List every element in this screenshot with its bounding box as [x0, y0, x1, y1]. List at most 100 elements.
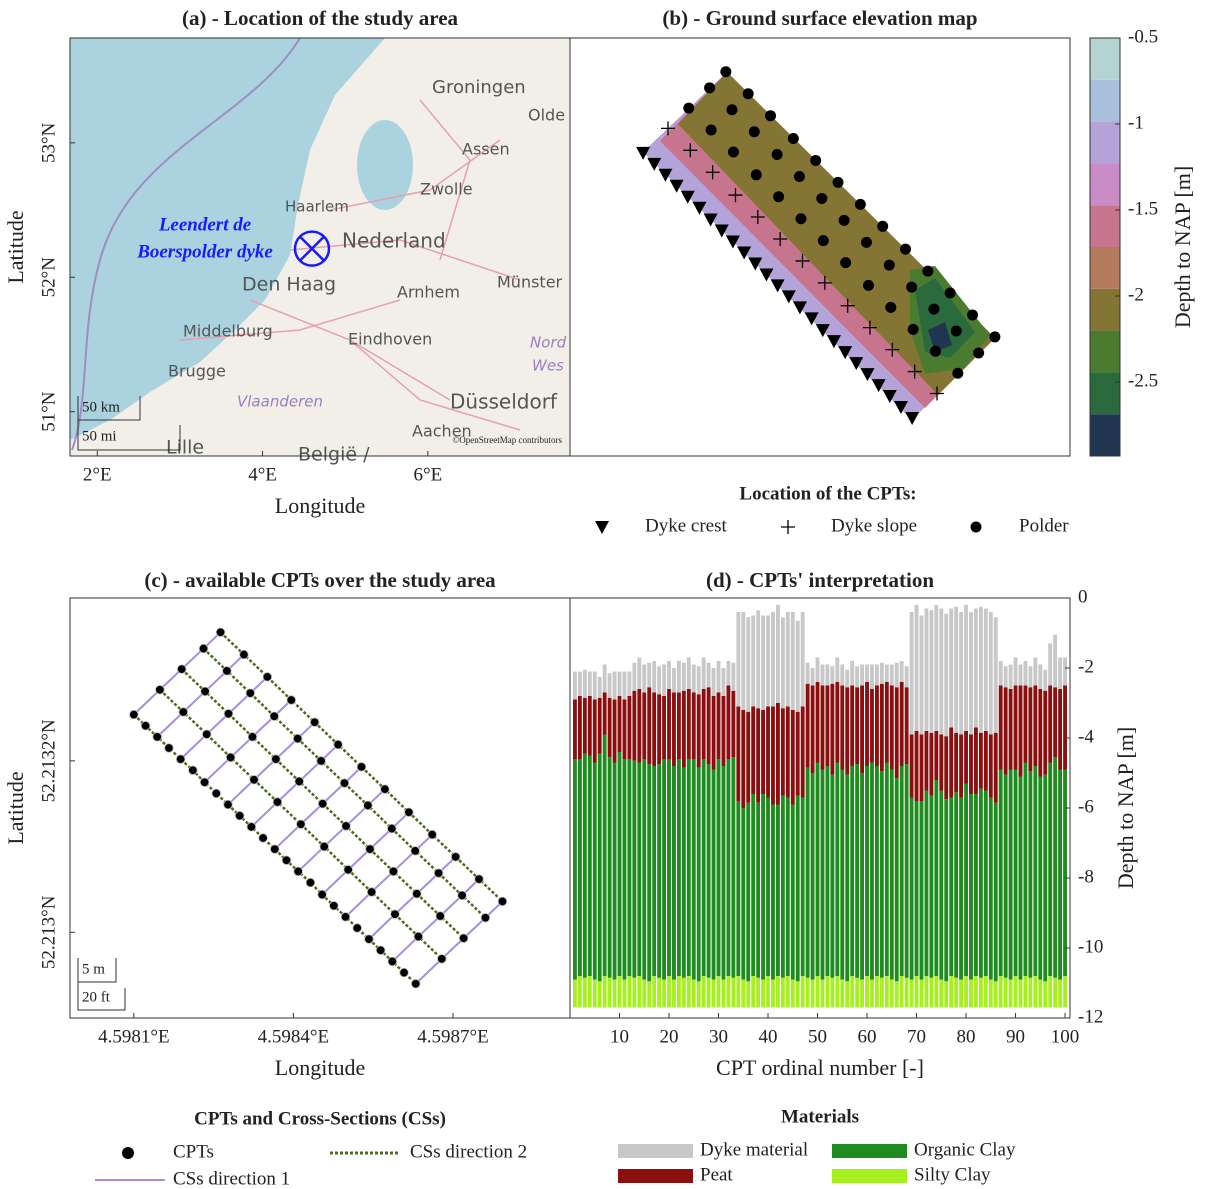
- bar-segment: [870, 980, 874, 1008]
- bar-segment: [731, 978, 735, 1008]
- colorbar-label: Depth to NAP [m]: [1170, 166, 1195, 328]
- cpt-marker: [945, 288, 956, 299]
- y-tick-label: 52.213°N: [38, 895, 59, 969]
- cpt-point: [273, 798, 282, 807]
- bar-segment: [840, 980, 844, 1008]
- bar-segment: [885, 665, 889, 683]
- cpt-point: [177, 665, 186, 674]
- bar-segment: [984, 609, 988, 732]
- y-tick-label: 52.2132°N: [38, 719, 59, 802]
- cpt-point: [202, 730, 211, 739]
- cpt-point: [294, 867, 303, 876]
- bar-segment: [811, 773, 815, 980]
- bar-segment: [870, 689, 874, 763]
- cpt-point: [246, 689, 255, 698]
- bar-segment: [1063, 770, 1067, 977]
- bar-segment: [657, 764, 661, 978]
- cpt-point: [223, 667, 232, 676]
- bar-segment: [920, 801, 924, 980]
- cpt-point: [226, 753, 235, 762]
- cpt-point: [141, 721, 150, 730]
- bar-segment: [687, 658, 691, 690]
- place-label: Den Haag: [242, 274, 336, 296]
- colorbar-swatch: [1090, 122, 1120, 164]
- bar-segment: [593, 763, 597, 980]
- bar-segment: [1038, 665, 1042, 690]
- bar-segment: [850, 661, 854, 686]
- cpt-point: [330, 901, 339, 910]
- bar-segment: [726, 976, 730, 1008]
- bar-segment: [717, 976, 721, 1008]
- cpt-marker: [922, 266, 933, 277]
- bar-segment: [766, 707, 770, 798]
- bar-segment: [929, 978, 933, 1008]
- place-label: Münster: [497, 273, 563, 292]
- bar-segment: [979, 978, 983, 1008]
- bar-segment: [905, 687, 909, 764]
- bar-segment: [766, 976, 770, 1008]
- x-tick-label: 100: [1051, 1026, 1080, 1047]
- legend-label: CSs direction 1: [173, 1168, 290, 1189]
- bar-segment: [761, 794, 765, 980]
- bar-segment: [786, 612, 790, 707]
- y-tick-label: -4: [1078, 726, 1094, 747]
- bar-segment: [850, 686, 854, 767]
- bar-segment: [741, 710, 745, 808]
- legend-swatch: [618, 1144, 693, 1158]
- legend-swatch: [618, 1169, 693, 1183]
- bar-segment: [890, 770, 894, 980]
- cpt-marker: [683, 103, 694, 114]
- panel-title: (a) - Location of the study area: [182, 6, 459, 30]
- bar-segment: [786, 976, 790, 1008]
- bar-segment: [647, 663, 651, 688]
- bar-segment: [835, 682, 839, 763]
- bar-segment: [667, 759, 671, 976]
- bar-segment: [1058, 980, 1062, 1008]
- bar-segment: [865, 665, 869, 683]
- bar-segment: [717, 661, 721, 693]
- panel-title: (b) - Ground surface elevation map: [662, 6, 977, 30]
- bar-segment: [677, 661, 681, 693]
- cpt-point: [381, 785, 390, 794]
- x-tick-label: 80: [957, 1026, 976, 1047]
- bar-segment: [726, 686, 730, 760]
- bar-segment: [726, 661, 730, 686]
- bar-segment: [974, 609, 978, 728]
- cpt-marker: [885, 302, 896, 313]
- colorbar-swatch: [1090, 80, 1120, 122]
- y-tick-label: 52°N: [38, 257, 59, 298]
- cpt-point: [388, 957, 397, 966]
- cpt-point: [165, 744, 174, 753]
- bar-segment: [692, 693, 696, 760]
- bar-segment: [944, 614, 948, 737]
- bar-segment: [608, 757, 612, 978]
- bar-segment: [984, 976, 988, 1008]
- bar-segment: [1004, 978, 1008, 1008]
- bar-segment: [657, 666, 661, 694]
- place-label: Assen: [462, 140, 510, 159]
- cpt-marker: [795, 213, 806, 224]
- y-tick-label: -6: [1078, 796, 1094, 817]
- cpt-marker: [930, 346, 941, 357]
- colorbar-tick-label: -1.5: [1128, 198, 1158, 219]
- bar-segment: [999, 976, 1003, 1008]
- site-label: Boerspolder dyke: [136, 241, 273, 262]
- cpt-point: [413, 889, 422, 898]
- bar-segment: [627, 696, 631, 759]
- bar-segment: [816, 763, 820, 977]
- cpt-point: [317, 757, 326, 766]
- cpt-point: [156, 685, 165, 694]
- bar-segment: [934, 780, 938, 976]
- bar-segment: [865, 682, 869, 766]
- bar-segment: [900, 976, 904, 1008]
- bar-segment: [1019, 777, 1023, 980]
- bar-segment: [603, 693, 607, 735]
- bar-segment: [702, 689, 706, 759]
- colorbar-swatch: [1090, 205, 1120, 247]
- bar-segment: [895, 981, 899, 1007]
- bar-segment: [850, 976, 854, 1008]
- cpt-point: [153, 733, 162, 742]
- colorbar-swatch: [1090, 331, 1120, 373]
- bar-segment: [929, 796, 933, 978]
- cross-section-1: [369, 857, 456, 939]
